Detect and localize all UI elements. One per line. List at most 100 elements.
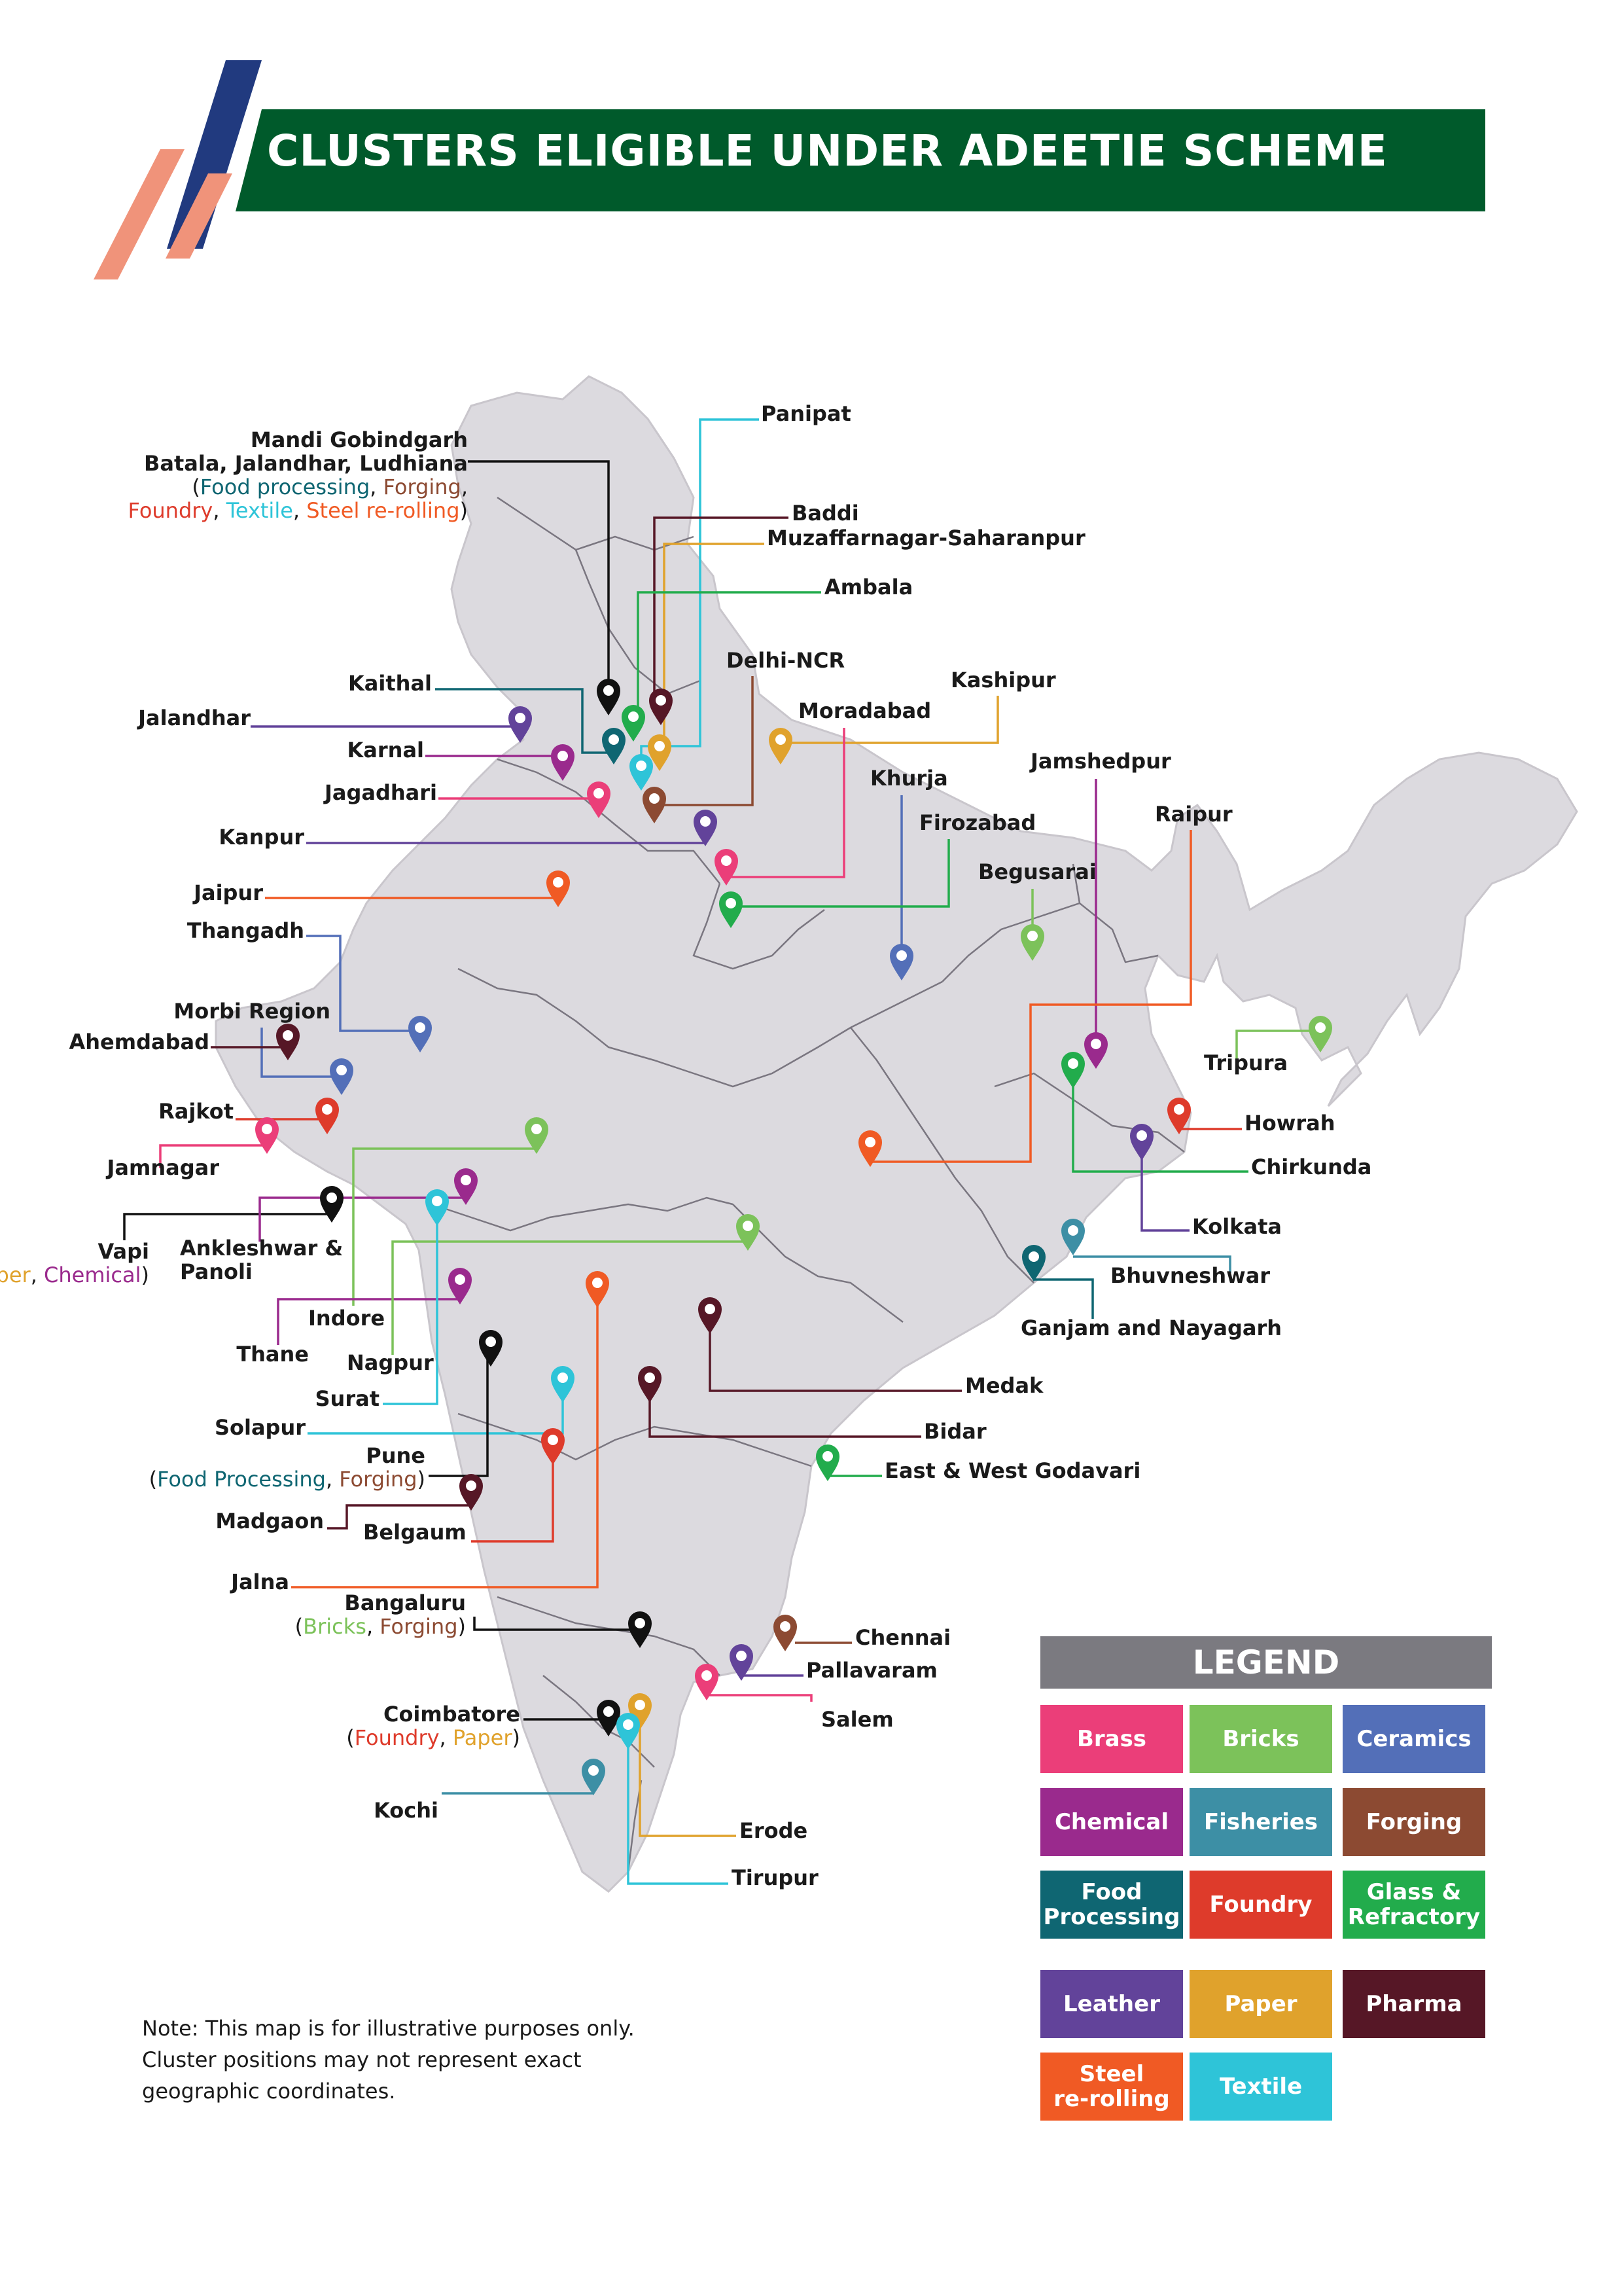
firozabad-label: Firozabad <box>919 810 1036 835</box>
kashipur-pin-icon[interactable] <box>769 728 792 764</box>
tirupur-label: Tirupur <box>732 1865 819 1890</box>
leader-lines <box>123 418 1320 1885</box>
thane-pin-icon[interactable] <box>448 1268 472 1304</box>
delhi-leader-line <box>654 676 754 806</box>
howrah-pin-icon[interactable] <box>1167 1098 1191 1134</box>
kaithal-pin-icon[interactable] <box>602 728 626 764</box>
chennai-pin-icon[interactable] <box>773 1615 797 1651</box>
erode-label: Erode <box>739 1818 807 1843</box>
delhi-label: Delhi-NCR <box>726 648 845 673</box>
raipur-pin-center <box>865 1137 875 1147</box>
legend-item-bricks: Bricks <box>1190 1705 1332 1773</box>
nagpur-pin-icon[interactable] <box>736 1214 760 1251</box>
ahemdabad-pin-icon[interactable] <box>276 1024 300 1060</box>
legend-item-fisheries: Fisheries <box>1190 1788 1332 1856</box>
chirkunda-label: Chirkunda <box>1251 1155 1371 1179</box>
madgaon-pin-icon[interactable] <box>459 1474 483 1511</box>
tripura-leader-line <box>1235 1030 1320 1060</box>
jamnagar-pin-icon[interactable] <box>255 1117 279 1154</box>
ahemdabad-pin-center <box>283 1030 293 1041</box>
legend-item-food-processing: Food Processing <box>1040 1871 1183 1939</box>
bhuvneshwar-pin-icon[interactable] <box>1061 1219 1085 1255</box>
moradabad-pin-icon[interactable] <box>715 849 738 886</box>
erode-pin-icon[interactable] <box>628 1693 652 1730</box>
moradabad-label: Moradabad <box>798 698 931 723</box>
ganjam-pin-icon[interactable] <box>1022 1245 1046 1282</box>
jalna-pin-icon[interactable] <box>586 1271 609 1308</box>
muzaffarnagar-pin-center <box>654 741 665 751</box>
ambala-pin-icon[interactable] <box>622 705 645 742</box>
firozabad-pin-icon[interactable] <box>719 891 743 928</box>
medak-leader-line <box>709 1322 962 1392</box>
cluster-pins <box>255 679 1332 1795</box>
kaithal-label: Kaithal <box>348 671 432 696</box>
baddi-label: Baddi <box>792 501 859 526</box>
jamshedpur-label: Jamshedpur <box>1029 749 1171 774</box>
jagadhari-pin-icon[interactable] <box>587 781 610 818</box>
ambala-pin-center <box>628 711 639 722</box>
jalandhar-pin-icon[interactable] <box>508 706 532 743</box>
stripe-salmon-1 <box>94 149 185 279</box>
begusarai-label: Begusarai <box>978 859 1097 884</box>
morbi-leader-line <box>260 1028 342 1078</box>
thangadh-pin-icon[interactable] <box>408 1016 432 1052</box>
kaithal-pin-center <box>609 734 619 745</box>
kanpur-pin-icon[interactable] <box>694 810 717 846</box>
pallavaram-pin-center <box>736 1651 747 1661</box>
jagadhari-pin-center <box>593 788 604 798</box>
bidar-pin-icon[interactable] <box>638 1366 662 1403</box>
godavari-pin-center <box>822 1451 833 1462</box>
begusarai-pin-icon[interactable] <box>1021 924 1044 961</box>
madgaon-label: Madgaon <box>215 1509 324 1534</box>
raipur-leader-line <box>870 830 1192 1163</box>
chennai-label: Chennai <box>855 1625 951 1650</box>
jamnagar-leader-line <box>159 1144 267 1168</box>
belgaum-pin-icon[interactable] <box>541 1428 565 1465</box>
legend-item-foundry: Foundry <box>1190 1871 1332 1939</box>
jaipur-pin-icon[interactable] <box>546 870 570 907</box>
ankleshwar-pin-icon[interactable] <box>454 1168 478 1205</box>
surat-pin-icon[interactable] <box>425 1189 449 1226</box>
ankleshwar-label: Ankleshwar & <box>180 1236 343 1261</box>
delhi-pin-icon[interactable] <box>643 787 666 823</box>
tirupur-pin-icon[interactable] <box>616 1713 640 1749</box>
jamshedpur-pin-icon[interactable] <box>1084 1032 1108 1069</box>
salem-pin-icon[interactable] <box>695 1664 718 1700</box>
ambala-label: Ambala <box>824 575 913 600</box>
tripura-pin-icon[interactable] <box>1309 1016 1332 1052</box>
muzaffarnagar-pin-icon[interactable] <box>648 734 671 771</box>
kolkata-pin-icon[interactable] <box>1130 1124 1154 1160</box>
kochi-pin-icon[interactable] <box>582 1759 605 1795</box>
thangadh-label: Thangadh <box>187 918 304 943</box>
karnal-pin-icon[interactable] <box>551 744 574 781</box>
raipur-pin-icon[interactable] <box>858 1130 882 1167</box>
pune-pin-icon[interactable] <box>479 1330 503 1367</box>
tripura-label: Tripura <box>1204 1050 1288 1075</box>
chirkunda-pin-icon[interactable] <box>1061 1052 1085 1088</box>
panipat-pin-center <box>636 761 646 771</box>
baddi-pin-icon[interactable] <box>649 689 673 725</box>
page-title: CLUSTERS ELIGIBLE UNDER ADEETIE SCHEME <box>267 126 1388 176</box>
solapur-pin-icon[interactable] <box>551 1366 574 1403</box>
pallavaram-pin-icon[interactable] <box>730 1644 753 1681</box>
panipat-pin-icon[interactable] <box>629 754 653 791</box>
godavari-pin-icon[interactable] <box>816 1444 839 1481</box>
mandi-pin-icon[interactable] <box>597 679 620 715</box>
howrah-label: Howrah <box>1244 1111 1335 1136</box>
indore-pin-center <box>531 1124 542 1134</box>
medak-pin-icon[interactable] <box>698 1297 722 1334</box>
bangaluru-pin-icon[interactable] <box>628 1611 652 1648</box>
vapi-leader-line <box>123 1213 332 1240</box>
coimbatore-pin-icon[interactable] <box>597 1700 620 1736</box>
indore-pin-icon[interactable] <box>525 1117 548 1154</box>
jamnagar-pin-center <box>262 1124 272 1134</box>
erode-pin-center <box>635 1700 645 1710</box>
vapi-pin-icon[interactable] <box>320 1186 344 1223</box>
morbi-pin-icon[interactable] <box>330 1058 353 1095</box>
jalna-label: Jalna <box>230 1570 289 1594</box>
khurja-pin-icon[interactable] <box>890 944 913 980</box>
rajkot-pin-icon[interactable] <box>315 1098 339 1134</box>
coimbatore-pin-center <box>603 1706 614 1717</box>
jalna-leader-line <box>291 1296 599 1588</box>
